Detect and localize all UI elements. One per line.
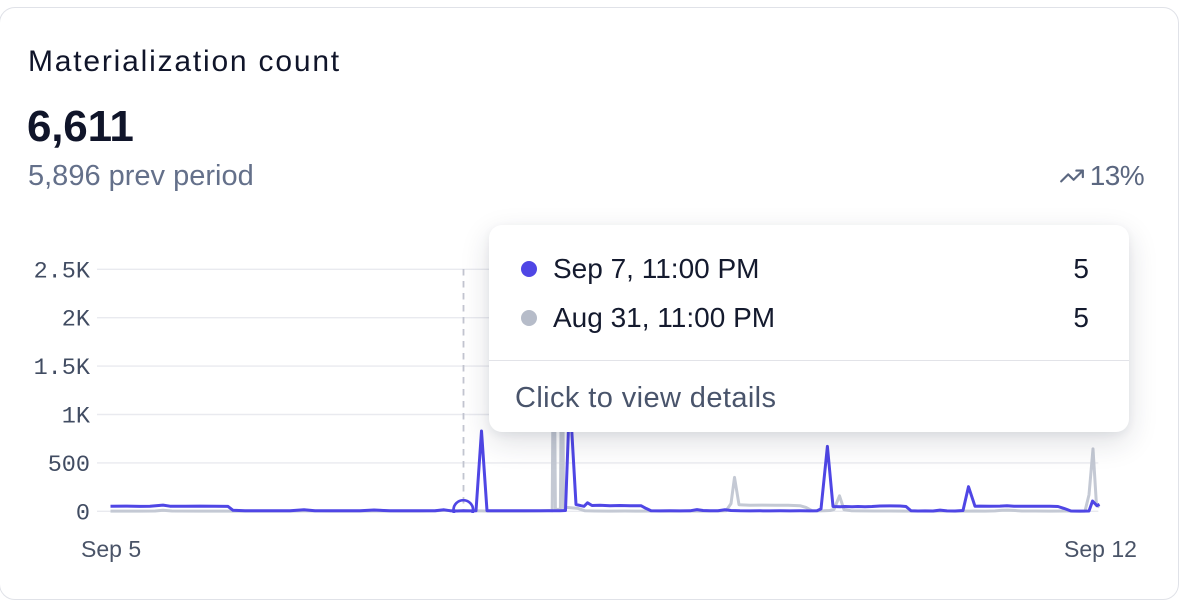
svg-text:500: 500	[48, 452, 90, 479]
svg-text:1.5K: 1.5K	[34, 355, 91, 382]
svg-text:2.5K: 2.5K	[34, 258, 91, 285]
svg-text:2K: 2K	[62, 307, 91, 334]
svg-text:1K: 1K	[62, 404, 91, 431]
svg-text:0: 0	[76, 500, 90, 527]
